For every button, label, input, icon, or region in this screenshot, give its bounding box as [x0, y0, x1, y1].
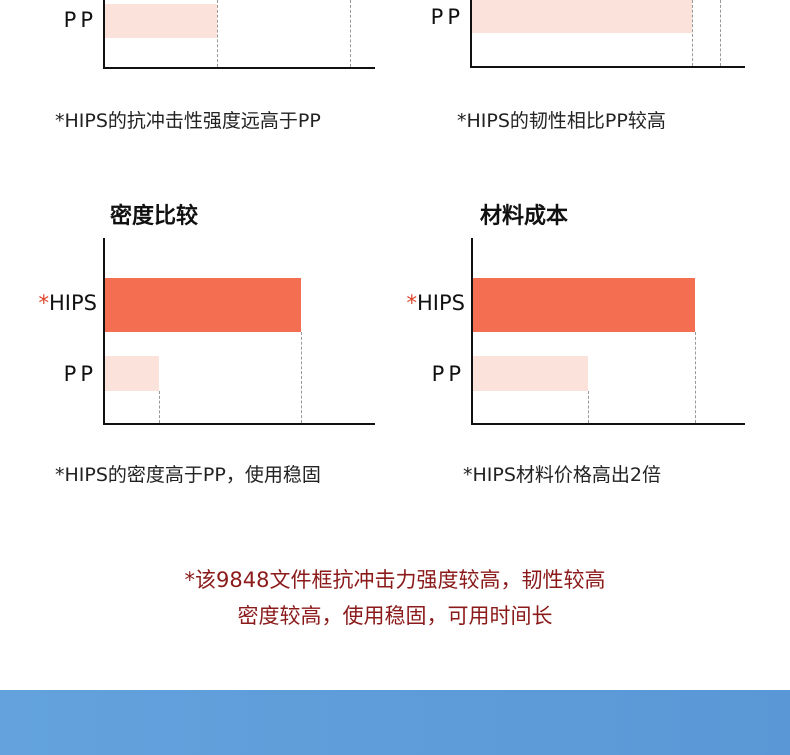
- chart-title: 材料成本: [480, 204, 569, 229]
- x-axis: [471, 423, 745, 425]
- category-label: PP: [431, 362, 465, 386]
- bar-pp: [472, 0, 692, 33]
- y-axis: [103, 238, 105, 425]
- summary-line-1: *该9848文件框抗冲击力强度较高，韧性较高: [184, 568, 606, 592]
- summary-line-2: 密度较高，使用稳固，可用时间长: [237, 604, 553, 628]
- bar-pp: [105, 356, 160, 391]
- chart-note: *HIPS的密度高于PP，使用稳固: [55, 464, 321, 486]
- x-axis: [470, 66, 745, 68]
- gridline-dashed: [588, 391, 590, 423]
- y-axis: [471, 238, 473, 425]
- chart-title: 密度比较: [110, 204, 199, 229]
- category-label: *HIPS: [406, 291, 465, 315]
- chart-note: *HIPS材料价格高出2倍: [463, 464, 661, 486]
- gridline-dashed: [216, 0, 218, 67]
- chart-note: *HIPS的抗冲击性强度远高于PP: [55, 110, 321, 132]
- gridline-dashed: [692, 0, 693, 66]
- blue-footer-band: [0, 690, 790, 755]
- bar-hips: [105, 278, 301, 332]
- category-label: *HIPS: [38, 291, 97, 315]
- x-axis: [103, 423, 375, 425]
- x-axis: [103, 67, 375, 69]
- y-axis: [103, 0, 105, 69]
- bar-hips: [473, 278, 695, 332]
- gridline-dashed: [694, 332, 696, 423]
- gridline-dashed: [719, 0, 721, 66]
- category-label: PP: [430, 5, 464, 29]
- chart-note: *HIPS的韧性相比PP较高: [457, 110, 666, 132]
- category-label: PP: [63, 8, 97, 32]
- gridline-dashed: [300, 332, 302, 423]
- gridline-dashed: [159, 391, 161, 423]
- gridline-dashed: [349, 0, 351, 67]
- bar-pp: [105, 4, 217, 38]
- category-label: PP: [63, 362, 97, 386]
- bar-pp: [473, 356, 589, 391]
- y-axis: [470, 0, 472, 68]
